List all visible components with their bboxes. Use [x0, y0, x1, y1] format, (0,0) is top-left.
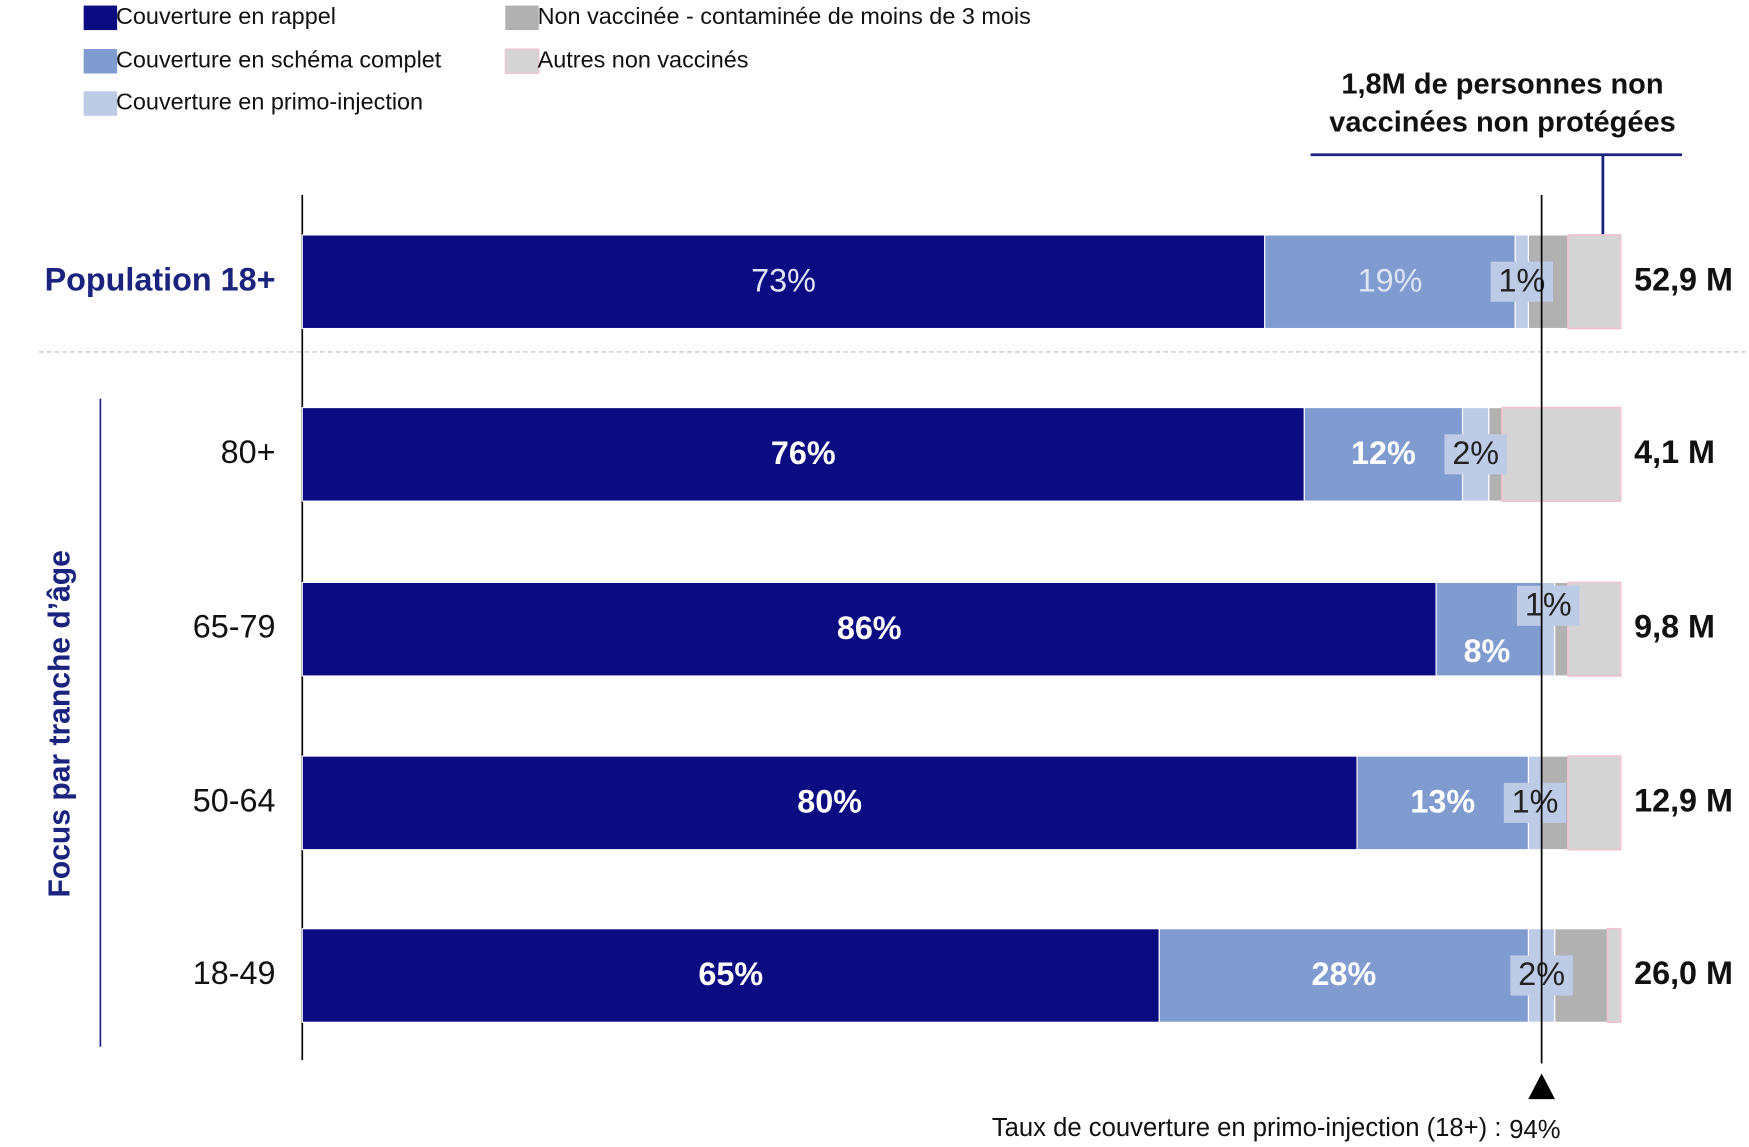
bar-segment: [301, 755, 1358, 851]
bar-segment: [301, 928, 1160, 1023]
bar-segment: [301, 407, 1305, 502]
category-label: 50-64: [193, 782, 276, 818]
bar-segment: [1501, 406, 1622, 502]
category-label: 80+: [221, 434, 276, 470]
reference-value: 94%: [1509, 1116, 1560, 1144]
bar-segment: [1567, 581, 1622, 677]
label-box: [1503, 782, 1567, 823]
bar-segment: [1567, 755, 1622, 851]
bar-segment: [1158, 928, 1529, 1023]
legend-label: Couverture en rappel: [116, 3, 336, 29]
value-label: 2%: [1452, 435, 1499, 471]
total-label: 12,9 M: [1634, 782, 1733, 818]
total-label: 26,0 M: [1634, 955, 1733, 991]
value-label: 1%: [1512, 784, 1559, 820]
bar-segment: [301, 234, 1266, 330]
category-label: 65-79: [193, 609, 276, 645]
category-label: 18-49: [193, 955, 276, 991]
category-label: Population 18+: [45, 261, 276, 297]
annotation: 1,8M de personnes non: [1341, 68, 1663, 100]
bar-segment: [1606, 927, 1622, 1024]
bar-segment: [1264, 234, 1516, 330]
legend-swatch: [83, 5, 118, 31]
value-label: 86%: [837, 610, 902, 646]
label-box: [1490, 261, 1554, 302]
value-label: 19%: [1358, 262, 1423, 298]
value-label: 76%: [771, 435, 836, 471]
value-label: 1%: [1525, 586, 1572, 622]
reference-marker: [1528, 1073, 1556, 1100]
legend-swatch: [83, 48, 118, 74]
total-label: 52,9 M: [1634, 261, 1733, 297]
legend-label: Couverture en schéma complet: [116, 46, 442, 72]
bar-segment: [1356, 755, 1529, 851]
legend-swatch: [83, 91, 118, 116]
annotation: vaccinées non protégées: [1329, 106, 1675, 138]
group-label: Focus par tranche d’âge: [43, 550, 76, 897]
legend-swatch: [505, 5, 539, 31]
value-label: 13%: [1410, 784, 1475, 820]
legend-label: Couverture en primo-injection: [116, 89, 423, 115]
value-label: 28%: [1311, 956, 1376, 992]
value-label: 8%: [1464, 633, 1511, 669]
bar-segment: [301, 581, 1437, 677]
value-label: 80%: [797, 784, 862, 820]
total-label: 9,8 M: [1634, 609, 1715, 645]
bar-segment: [1567, 234, 1622, 330]
annotation-line: [1310, 153, 1683, 243]
value-label: 12%: [1351, 435, 1416, 471]
bar-segment: [1303, 407, 1464, 502]
value-label: 73%: [751, 262, 816, 298]
label-box: [1444, 434, 1507, 475]
value-label: 65%: [698, 956, 763, 992]
legend-label: Non vaccinée - contaminée de moins de 3 …: [538, 3, 1031, 29]
legend-label: Autres non vaccinés: [538, 46, 749, 72]
total-label: 4,1 M: [1634, 434, 1715, 470]
reference-label: Taux de couverture en primo-injection (1…: [992, 1114, 1502, 1142]
value-label: 1%: [1498, 262, 1545, 298]
label-box: [1516, 585, 1580, 626]
legend-swatch: [504, 48, 540, 75]
